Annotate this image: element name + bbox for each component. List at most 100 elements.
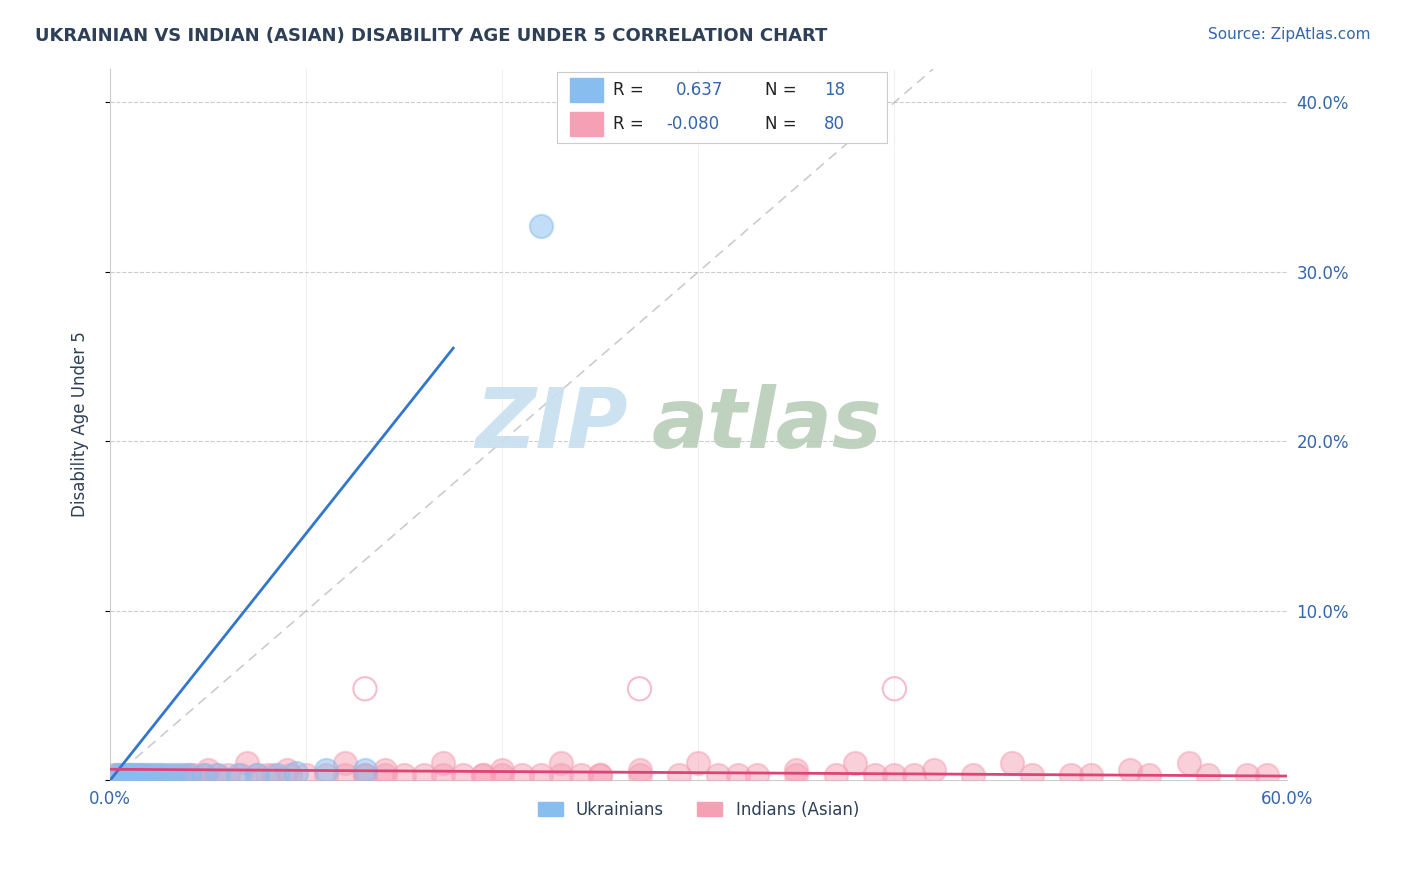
Point [785, 768, 807, 782]
Text: UKRAINIAN VS INDIAN (ASIAN) DISABILITY AGE UNDER 5 CORRELATION CHART: UKRAINIAN VS INDIAN (ASIAN) DISABILITY A… [35, 27, 828, 45]
Point [785, 763, 807, 777]
Point [530, 768, 553, 782]
Point [315, 763, 337, 777]
Point [335, 768, 357, 782]
Point [1177, 756, 1199, 771]
Point [1080, 768, 1102, 782]
Point [550, 756, 572, 771]
Point [727, 768, 749, 782]
Point [131, 768, 153, 782]
Point [121, 768, 143, 782]
Point [1021, 768, 1043, 782]
Point [844, 756, 866, 771]
Text: ZIP: ZIP [475, 384, 627, 465]
Point [205, 768, 228, 782]
Point [392, 768, 415, 782]
Point [122, 768, 145, 782]
Point [134, 768, 156, 782]
Point [354, 763, 377, 777]
Point [104, 768, 127, 782]
Point [183, 768, 205, 782]
Point [112, 768, 135, 782]
Point [236, 756, 259, 771]
Point [150, 768, 173, 782]
Point [688, 756, 710, 771]
Point [1119, 763, 1142, 777]
Point [166, 768, 188, 782]
Point [354, 768, 377, 782]
Point [226, 768, 249, 782]
Point [124, 768, 146, 782]
Point [262, 768, 284, 782]
Point [863, 768, 886, 782]
Point [668, 768, 690, 782]
Point [628, 681, 651, 696]
Point [569, 768, 592, 782]
Point [354, 768, 377, 782]
Point [491, 763, 513, 777]
Point [173, 768, 195, 782]
Point [354, 681, 377, 696]
Point [374, 768, 396, 782]
Point [114, 768, 136, 782]
Point [118, 768, 141, 782]
Point [127, 768, 149, 782]
Point [207, 768, 229, 782]
Point [589, 768, 612, 782]
Point [136, 768, 159, 782]
Point [177, 768, 200, 782]
Point [108, 768, 131, 782]
Point [246, 768, 269, 782]
Text: Source: ZipAtlas.com: Source: ZipAtlas.com [1208, 27, 1371, 42]
Point [177, 768, 200, 782]
Point [1197, 768, 1219, 782]
Point [162, 768, 184, 782]
Point [471, 768, 494, 782]
Point [197, 763, 219, 777]
Point [276, 763, 298, 777]
Point [231, 768, 253, 782]
Point [111, 768, 134, 782]
Point [169, 768, 191, 782]
Point [285, 765, 308, 780]
Point [256, 768, 278, 782]
Point [883, 681, 905, 696]
Point [589, 768, 612, 782]
Point [1236, 768, 1258, 782]
Point [295, 768, 318, 782]
Point [335, 756, 357, 771]
Point [157, 768, 180, 782]
Point [1137, 768, 1160, 782]
Point [280, 768, 302, 782]
Point [962, 768, 984, 782]
Point [550, 768, 572, 782]
Legend: Ukrainians, Indians (Asian): Ukrainians, Indians (Asian) [531, 794, 866, 825]
Point [707, 768, 730, 782]
Point [1256, 768, 1278, 782]
Point [451, 768, 474, 782]
Point [266, 768, 288, 782]
Point [142, 768, 165, 782]
Point [153, 768, 176, 782]
Point [903, 768, 925, 782]
Point [246, 768, 269, 782]
Point [148, 768, 170, 782]
Point [217, 768, 239, 782]
Point [491, 768, 513, 782]
Point [1001, 756, 1024, 771]
Point [103, 768, 125, 782]
Point [432, 756, 454, 771]
Point [412, 768, 434, 782]
Point [374, 763, 396, 777]
Point [193, 768, 215, 782]
Point [824, 768, 846, 782]
Text: atlas: atlas [651, 384, 882, 465]
Point [883, 768, 905, 782]
Point [628, 768, 651, 782]
Y-axis label: Disability Age Under 5: Disability Age Under 5 [72, 332, 89, 517]
Point [747, 768, 769, 782]
Point [193, 768, 215, 782]
Point [628, 763, 651, 777]
Point [143, 768, 166, 782]
Point [131, 768, 153, 782]
